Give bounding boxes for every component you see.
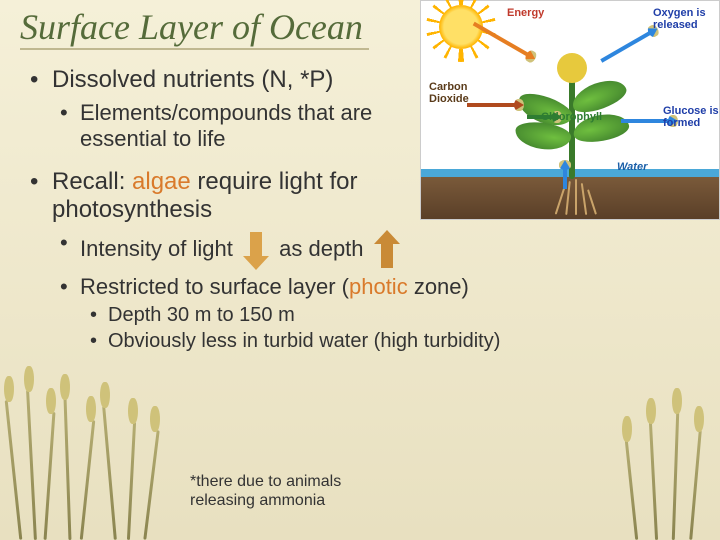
bullet-photic-zone: Restricted to surface layer (photic zone… bbox=[60, 274, 700, 300]
bullet-intensity: Intensity of light as depth bbox=[60, 230, 700, 270]
label-glucose: Glucose is formed bbox=[663, 105, 719, 129]
label-chlorophyll: Chlorophyll bbox=[541, 111, 602, 123]
wheat-foreground bbox=[0, 380, 720, 540]
roots-icon bbox=[555, 179, 595, 215]
arrow-down-icon bbox=[243, 230, 269, 270]
label-energy: Energy bbox=[507, 7, 544, 19]
flower-icon bbox=[557, 53, 587, 83]
accent-photic: photic bbox=[349, 274, 408, 299]
text: Recall: bbox=[52, 168, 132, 195]
arrow-up-icon bbox=[374, 230, 400, 270]
text: as depth bbox=[279, 236, 363, 261]
text: Restricted to surface layer ( bbox=[80, 274, 349, 299]
accent-algae: algae bbox=[132, 168, 191, 195]
photosynthesis-diagram: Energy Oxygen is released Carbon Dioxide… bbox=[420, 0, 720, 220]
slide-title: Surface Layer of Ocean bbox=[20, 6, 369, 50]
label-oxygen: Oxygen is released bbox=[653, 7, 719, 31]
bullet-depth-range: Depth 30 m to 150 m bbox=[90, 304, 700, 327]
slide: Surface Layer of Ocean Dissolved nutrien… bbox=[0, 0, 720, 540]
text: Intensity of light bbox=[80, 236, 233, 261]
bullet-turbidity: Obviously less in turbid water (high tur… bbox=[90, 330, 700, 353]
label-co2: Carbon Dioxide bbox=[429, 81, 479, 105]
label-water: Water bbox=[617, 161, 647, 173]
text: zone) bbox=[408, 274, 469, 299]
footnote: *there due to animals releasing ammonia bbox=[190, 472, 360, 510]
bullet-recall-algae: Recall: algae require light for photosyn… bbox=[30, 168, 450, 224]
arrow-oxygen bbox=[601, 29, 656, 61]
bullet-elements-essential: Elements/compounds that are essential to… bbox=[60, 100, 440, 152]
